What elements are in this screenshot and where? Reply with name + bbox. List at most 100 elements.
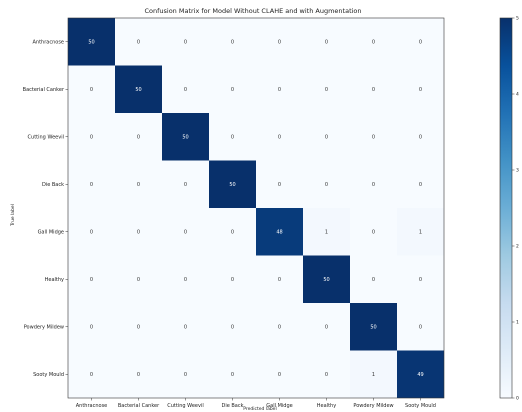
cell-value-label: 0: [325, 325, 328, 331]
heatmap-cell: [162, 350, 209, 398]
cell-value-label: 0: [231, 230, 234, 236]
cell-value-label: 0: [137, 40, 140, 46]
x-tick-label: Anthracnose: [76, 403, 108, 409]
heatmap-cell: [256, 350, 303, 398]
cell-value-label: 0: [90, 87, 93, 93]
cell-value-label: 1: [372, 372, 375, 378]
heatmap-cell: [397, 303, 444, 351]
colorbar-tick-label: 3: [516, 168, 519, 174]
cell-value-label: 0: [372, 277, 375, 283]
cell-value-label: 0: [325, 182, 328, 188]
heatmap-cell: [115, 255, 162, 303]
cell-value-label: 0: [372, 135, 375, 141]
cell-value-label: 0: [137, 182, 140, 188]
x-tick-label: Gall Midge: [266, 403, 292, 409]
cell-value-label: 0: [325, 135, 328, 141]
heatmap-cell: [162, 113, 209, 161]
y-tick-label: Bacterial Canker: [23, 87, 65, 93]
cell-value-label: 0: [325, 40, 328, 46]
heatmap-cell: [350, 350, 397, 398]
cell-value-label: 0: [184, 277, 187, 283]
cell-value-label: 0: [325, 87, 328, 93]
heatmap-cell: [350, 255, 397, 303]
heatmap-cell: [162, 65, 209, 113]
y-axis-label: True label: [10, 204, 16, 227]
heatmap-cell: [256, 303, 303, 351]
cell-value-label: 50: [370, 325, 376, 331]
cell-value-label: 0: [278, 277, 281, 283]
heatmap-cell: [68, 350, 115, 398]
heatmap-cell: [256, 65, 303, 113]
heatmap-cell: [115, 113, 162, 161]
heatmap-cell: [162, 303, 209, 351]
y-tick-label: Powdery Mildew: [24, 325, 64, 331]
y-tick-labels: Anthracnose Bacterial Canker Cutting Weevi…: [23, 40, 68, 378]
heatmap-cell: [303, 113, 350, 161]
cell-value-label: 0: [419, 277, 422, 283]
cell-value-label: 0: [231, 277, 234, 283]
cell-value-label: 0: [419, 325, 422, 331]
y-tick-label: Cutting Weevil: [28, 135, 64, 141]
cell-value-label: 0: [231, 325, 234, 331]
y-tick-label: Anthracnose: [33, 40, 65, 46]
cell-value-label: 0: [372, 87, 375, 93]
heatmap-cell: [115, 303, 162, 351]
cell-value-label: 0: [137, 230, 140, 236]
heatmap-cell: [68, 18, 115, 66]
colorbar-tick-label: 0: [516, 396, 519, 402]
heatmap-cell: [209, 255, 256, 303]
heatmap-cell: [397, 255, 444, 303]
heatmap-cell: [68, 113, 115, 161]
cell-value-label: 1: [419, 230, 422, 236]
cell-value-label: 50: [88, 40, 94, 46]
colorbar-tick-label: 2: [516, 244, 519, 250]
x-tick-label: Die Back: [221, 403, 243, 409]
heatmap-cell: [303, 303, 350, 351]
heatmap-cell: [303, 65, 350, 113]
heatmap-cell: [115, 160, 162, 208]
cell-value-label: 50: [323, 277, 329, 283]
heatmap-cell: [303, 208, 350, 256]
cell-value-label: 0: [419, 87, 422, 93]
heatmap-cell: [68, 160, 115, 208]
cell-value-label: 0: [184, 87, 187, 93]
cell-value-label: 48: [276, 230, 282, 236]
heatmap-cell: [209, 18, 256, 66]
cell-value-label: 0: [90, 230, 93, 236]
heatmap-cell: [209, 65, 256, 113]
heatmap-cell: [209, 113, 256, 161]
heatmap-cell: [209, 160, 256, 208]
chart-title: Confusion Matrix for Model Without CLAHE…: [144, 7, 361, 15]
heatmap-cell: [303, 18, 350, 66]
heatmap-cell: [256, 208, 303, 256]
heatmap-cell: [115, 208, 162, 256]
cell-value-label: 0: [90, 277, 93, 283]
cell-value-label: 0: [137, 325, 140, 331]
cell-value-label: 0: [231, 87, 234, 93]
heatmap-cell: [256, 113, 303, 161]
colorbar-tick-label: 4: [516, 92, 519, 98]
heatmap-cell: [397, 160, 444, 208]
cell-value-label: 0: [137, 135, 140, 141]
cell-value-label: 0: [90, 135, 93, 141]
heatmap-cell: [303, 350, 350, 398]
y-tick-label: Healthy: [45, 277, 64, 283]
cell-value-label: 50: [182, 135, 188, 141]
heatmap-cell: [303, 255, 350, 303]
heatmap-cell: [209, 350, 256, 398]
cell-value-label: 0: [184, 182, 187, 188]
y-tick-label: Die Back: [42, 182, 64, 188]
cell-value-label: 49: [417, 372, 423, 378]
heatmap-cell: [68, 208, 115, 256]
cell-value-label: 0: [184, 230, 187, 236]
x-tick-label: Healthy: [317, 403, 336, 409]
heatmap-cell: [162, 160, 209, 208]
heatmap-cell: [162, 18, 209, 66]
cell-value-label: 0: [372, 40, 375, 46]
cell-value-label: 50: [135, 87, 141, 93]
heatmap-cell: [350, 65, 397, 113]
colorbar: [499, 17, 513, 399]
cell-value-label: 0: [231, 372, 234, 378]
cell-value-label: 0: [278, 372, 281, 378]
